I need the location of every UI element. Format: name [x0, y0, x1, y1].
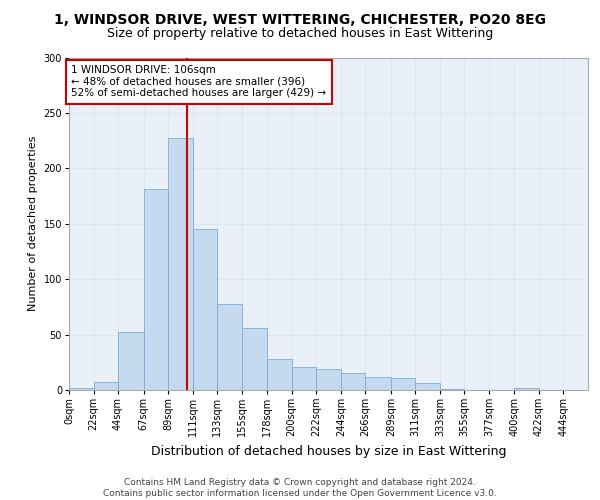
Bar	[341, 374, 365, 390]
Bar	[168, 138, 193, 390]
Bar	[440, 389, 464, 390]
Bar	[118, 332, 143, 390]
Bar	[391, 378, 415, 390]
Bar	[292, 366, 316, 390]
Bar	[514, 388, 539, 390]
X-axis label: Distribution of detached houses by size in East Wittering: Distribution of detached houses by size …	[151, 445, 506, 458]
Bar	[242, 328, 267, 390]
Bar	[415, 384, 440, 390]
Bar	[365, 376, 391, 390]
Text: Contains HM Land Registry data © Crown copyright and database right 2024.
Contai: Contains HM Land Registry data © Crown c…	[103, 478, 497, 498]
Text: 1 WINDSOR DRIVE: 106sqm
← 48% of detached houses are smaller (396)
52% of semi-d: 1 WINDSOR DRIVE: 106sqm ← 48% of detache…	[71, 66, 326, 98]
Bar	[193, 230, 217, 390]
Bar	[267, 359, 292, 390]
Bar	[143, 190, 168, 390]
Bar	[316, 369, 341, 390]
Bar	[94, 382, 118, 390]
Text: 1, WINDSOR DRIVE, WEST WITTERING, CHICHESTER, PO20 8EG: 1, WINDSOR DRIVE, WEST WITTERING, CHICHE…	[54, 12, 546, 26]
Bar	[69, 388, 94, 390]
Y-axis label: Number of detached properties: Number of detached properties	[28, 136, 38, 312]
Text: Size of property relative to detached houses in East Wittering: Size of property relative to detached ho…	[107, 28, 493, 40]
Bar	[217, 304, 242, 390]
